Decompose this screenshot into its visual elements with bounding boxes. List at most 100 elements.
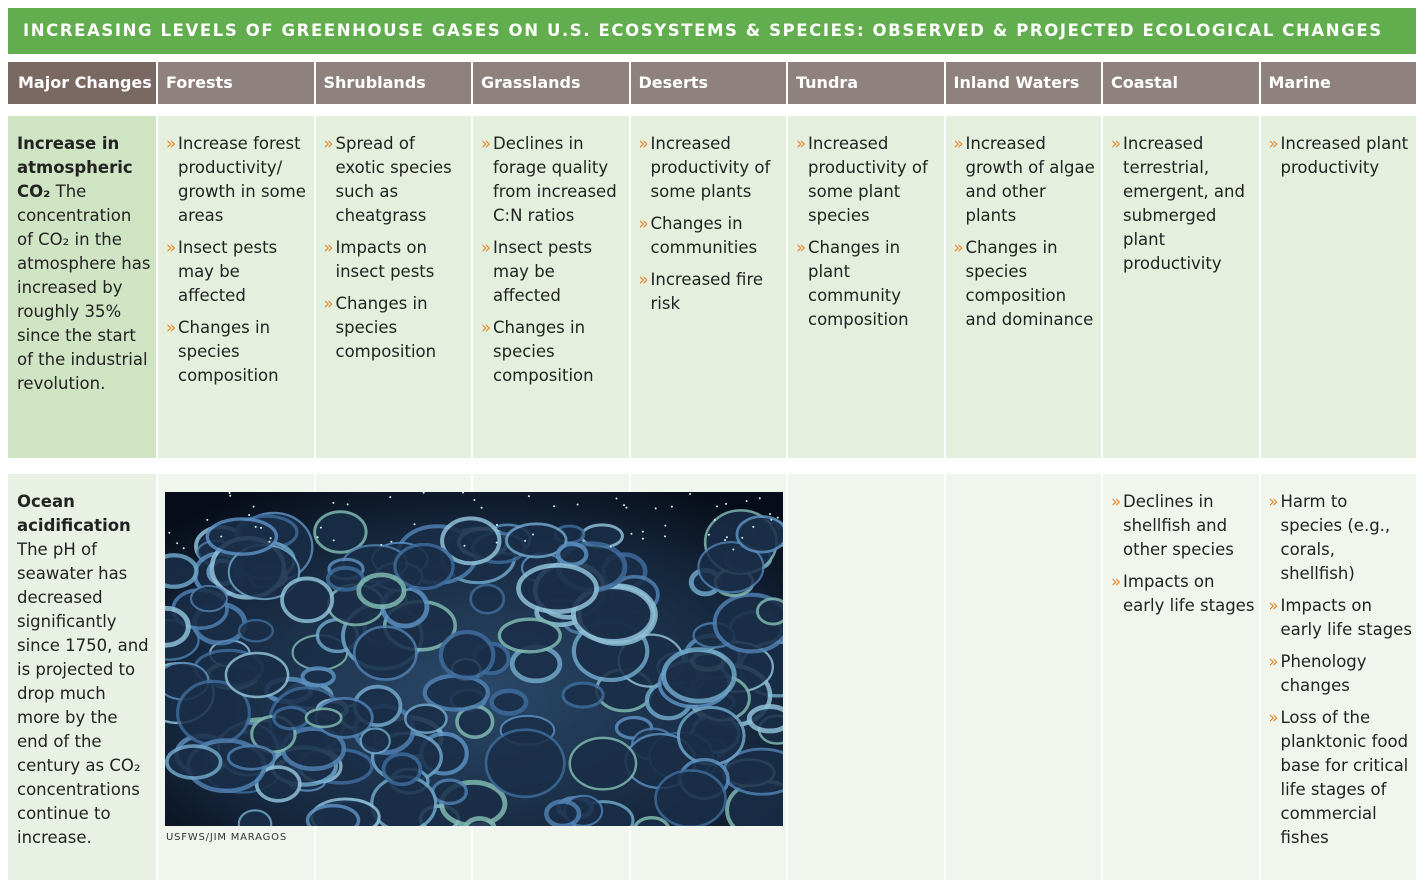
- coral-plate: [497, 617, 562, 654]
- particle: [229, 494, 232, 497]
- coral-plate: [469, 583, 506, 615]
- particle: [641, 530, 644, 533]
- bullet: »: [323, 134, 334, 153]
- effect-item: » Changes in species composition: [481, 316, 625, 388]
- column-header: Grasslands: [473, 62, 629, 104]
- coral-plate: [189, 584, 228, 613]
- particle: [495, 541, 498, 544]
- coral-plate: [633, 816, 670, 826]
- particle: [663, 535, 666, 538]
- coral-plate: [568, 736, 638, 791]
- particle: [269, 537, 272, 540]
- coral-plate: [697, 541, 765, 594]
- coral-plate: [505, 522, 568, 559]
- effect-text: Insect pests may be affected: [178, 238, 278, 305]
- particle: [670, 505, 673, 508]
- coral-plate: [463, 816, 497, 826]
- bullet: »: [1268, 134, 1279, 153]
- effect-item: » Phenology changes: [1269, 650, 1413, 698]
- effect-cell: » Declines in shellfish and other species…: [1103, 474, 1259, 880]
- bullet: »: [1268, 492, 1279, 511]
- column-header: Shrublands: [315, 62, 471, 104]
- bullet: »: [953, 238, 964, 257]
- effect-cell: » Increased productivity of some plant sp…: [788, 116, 944, 458]
- column-header: Deserts: [630, 62, 786, 104]
- bullet: »: [1268, 652, 1279, 671]
- particle: [553, 505, 556, 508]
- particle: [480, 506, 483, 509]
- particle: [248, 514, 251, 517]
- particle: [228, 492, 231, 494]
- bullet: »: [638, 134, 649, 153]
- bullet: »: [953, 134, 964, 153]
- bullet: »: [166, 318, 177, 337]
- bullet: »: [638, 214, 649, 233]
- coral-plate: [516, 562, 599, 615]
- particle: [527, 495, 530, 498]
- bullet: »: [166, 238, 177, 257]
- effect-item: » Insect pests may be affected: [166, 236, 310, 308]
- effect-text: Harm to species (e.g., corals, shellfish…: [1280, 492, 1391, 583]
- coral-plate: [165, 553, 199, 589]
- effect-item: » Increased productivity of some plant sp…: [796, 132, 940, 228]
- effect-text: Increased fire risk: [650, 270, 764, 313]
- effect-cell: » Increase forest productivity/ growth in…: [158, 116, 314, 458]
- particle: [745, 500, 748, 503]
- particle: [732, 548, 735, 551]
- particle: [715, 505, 718, 508]
- bullet: »: [796, 238, 807, 257]
- effect-item: » Increased productivity of some plants: [639, 132, 783, 204]
- particle: [268, 540, 271, 543]
- particle: [741, 536, 744, 539]
- particle: [380, 543, 383, 546]
- particle: [625, 506, 628, 509]
- coral-plate: [305, 803, 361, 826]
- effect-cell: » Increased growth of algae and other pla…: [945, 116, 1101, 458]
- particle: [689, 492, 692, 495]
- effect-item: » Spread of exotic species such as cheatg…: [324, 132, 468, 228]
- effect-text: Increased productivity of some plants: [650, 134, 771, 201]
- coral-plate: [735, 515, 783, 554]
- particle: [495, 523, 498, 526]
- effect-item: » Increased fire risk: [639, 268, 783, 316]
- effect-cell: [788, 474, 944, 880]
- coral-plate: [300, 666, 336, 688]
- coral-plate: [431, 778, 468, 806]
- effect-cell: » Harm to species (e.g., corals, shellfis…: [1260, 474, 1416, 880]
- bullet: »: [323, 294, 334, 313]
- coral-plate: [165, 744, 223, 780]
- table-row: Increase in atmospheric CO₂ The concentr…: [8, 116, 1416, 458]
- particle: [770, 518, 773, 521]
- particle: [463, 544, 466, 547]
- particle: [260, 526, 263, 529]
- coral-photo: [165, 492, 783, 826]
- particle: [752, 525, 755, 528]
- particle: [206, 518, 209, 521]
- coral-plate: [544, 799, 582, 826]
- effect-cell: » Increased terrestrial, emergent, and su…: [1103, 116, 1259, 458]
- particle: [252, 505, 255, 508]
- effect-text: Phenology changes: [1280, 652, 1367, 695]
- effect-item: » Harm to species (e.g., corals, shellfis…: [1269, 490, 1413, 586]
- particle: [332, 501, 335, 504]
- effect-text: Spread of exotic species such as cheatgr…: [335, 134, 452, 225]
- particle: [576, 503, 579, 506]
- effect-item: » Changes in plant community composition: [796, 236, 940, 332]
- effect-item: » Changes in species composition: [324, 292, 468, 364]
- coral-plate: [359, 727, 391, 755]
- particle: [422, 492, 425, 494]
- effect-text: Increased plant productivity: [1280, 134, 1409, 177]
- effect-item: » Changes in communities: [639, 212, 783, 260]
- bullet: »: [166, 134, 177, 153]
- effect-item: » Loss of the planktonic food base for cr…: [1269, 706, 1413, 850]
- effect-cell: » Spread of exotic species such as cheatg…: [315, 116, 471, 458]
- effect-cell: » Increased plant productivity: [1260, 116, 1416, 458]
- bullet: »: [1111, 492, 1122, 511]
- effect-text: Changes in species composition: [335, 294, 437, 361]
- effect-item: » Increased plant productivity: [1269, 132, 1413, 180]
- photo-credit: USFWS/JIM MARAGOS: [166, 832, 287, 843]
- effect-text: Changes in plant community composition: [808, 238, 909, 329]
- effect-text: Impacts on early life stages: [1123, 572, 1255, 615]
- effect-item: » Impacts on insect pests: [324, 236, 468, 284]
- effect-text: Impacts on insect pests: [335, 238, 435, 281]
